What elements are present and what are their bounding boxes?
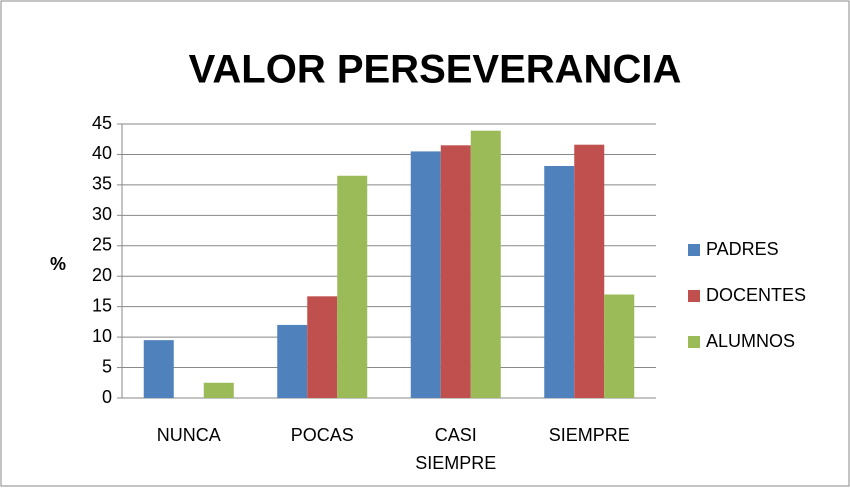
y-tick-label: 30 <box>92 204 112 224</box>
bar <box>604 294 635 398</box>
y-tick-label: 35 <box>92 174 112 194</box>
bar <box>337 175 368 398</box>
y-tick-label: 5 <box>102 356 112 376</box>
legend-label: ALUMNOS <box>706 331 795 351</box>
bar <box>203 382 234 398</box>
chart-title: VALOR PERSEVERANCIA <box>189 48 682 92</box>
legend-swatch <box>688 336 700 348</box>
y-tick-label: 40 <box>92 143 112 163</box>
bar <box>470 130 501 398</box>
bar <box>440 145 471 398</box>
bar <box>143 340 174 398</box>
legend-label: PADRES <box>706 239 779 259</box>
y-tick-label: 10 <box>92 326 112 346</box>
bar <box>277 324 308 398</box>
legend-swatch <box>688 290 700 302</box>
x-tick-label: NUNCA <box>157 425 221 445</box>
bar <box>574 144 605 398</box>
y-tick-label: 20 <box>92 265 112 285</box>
x-tick-label: CASI SIEMPRE <box>415 425 496 473</box>
y-tick-label: 0 <box>102 387 112 407</box>
bar <box>544 166 575 398</box>
bar <box>410 151 441 398</box>
legend-label: DOCENTES <box>706 285 806 305</box>
y-tick-label: 15 <box>92 295 112 315</box>
x-tick-label: SIEMPRE <box>549 425 630 445</box>
bar <box>307 296 338 398</box>
x-tick-label: POCAS <box>291 425 354 445</box>
y-tick-label: 45 <box>92 113 112 133</box>
legend-swatch <box>688 244 700 256</box>
y-axis-label: % <box>50 254 66 274</box>
y-tick-label: 25 <box>92 235 112 255</box>
